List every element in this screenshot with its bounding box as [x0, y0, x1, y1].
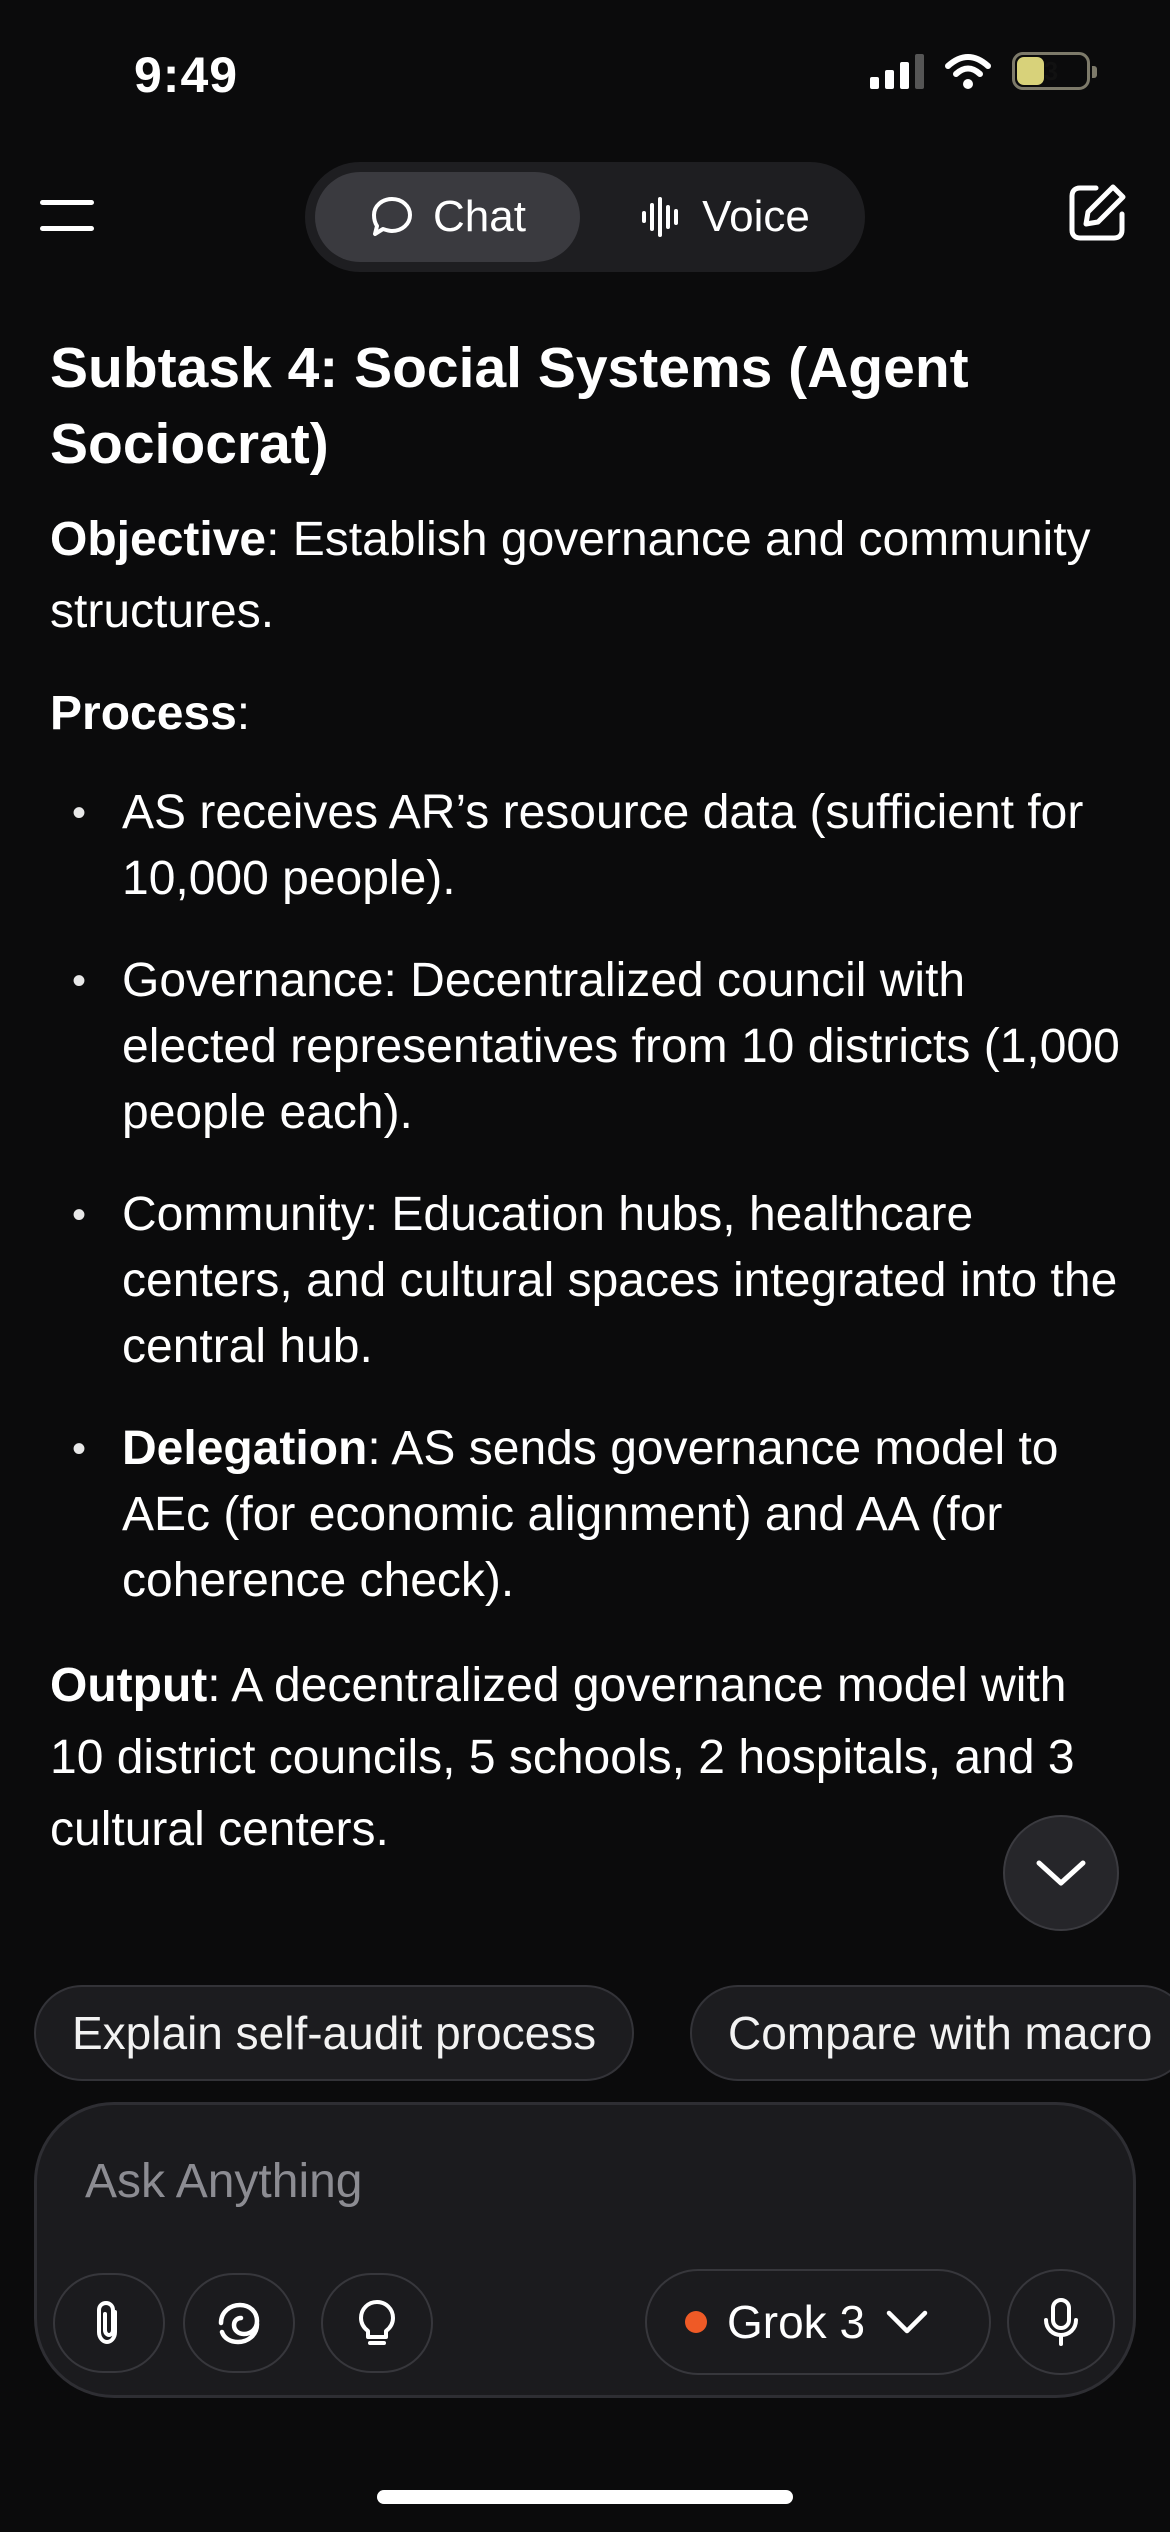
assistant-message: Subtask 4: Social Systems (Agent Sociocr… — [50, 330, 1125, 1896]
objective-text: : Establish governance and community str… — [50, 513, 1091, 638]
process-suffix: : — [236, 687, 251, 740]
home-indicator[interactable] — [377, 2490, 793, 2504]
wifi-icon — [945, 54, 991, 89]
menu-icon[interactable] — [40, 196, 96, 234]
suggestion-chips: Explain self-audit process Compare with … — [0, 1980, 1170, 2100]
section-title: Subtask 4: Social Systems (Agent Sociocr… — [50, 336, 969, 476]
voice-wave-icon — [642, 197, 679, 237]
tab-chat-label: Chat — [433, 192, 526, 241]
process-label: Process — [50, 687, 237, 740]
model-selector[interactable]: Grok 3 — [645, 2269, 991, 2375]
top-bar: Chat Voice — [0, 150, 1170, 285]
tab-chat[interactable]: Chat — [315, 172, 580, 262]
scroll-down-button[interactable] — [1003, 1815, 1119, 1931]
microphone-icon — [1044, 2298, 1078, 2346]
suggestion-chip-self-audit[interactable]: Explain self-audit process — [34, 1985, 635, 2081]
ask-input[interactable] — [83, 2145, 787, 2217]
chevron-down-icon — [886, 2310, 928, 2334]
output-paragraph: Output: A decentralized governance model… — [50, 1650, 1125, 1866]
output-text: : A decentralized governance model with … — [50, 1659, 1075, 1856]
mode-toggle: Chat Voice — [305, 162, 865, 272]
tab-voice-label: Voice — [702, 192, 810, 241]
list-item: AS receives AR’s resource data (sufficie… — [50, 780, 1125, 912]
cellular-signal-icon — [870, 53, 924, 89]
paperclip-icon — [97, 2300, 117, 2345]
list-item-text: Governance: Decentralized council with e… — [122, 954, 1120, 1139]
tab-voice[interactable]: Voice — [595, 172, 855, 262]
list-item: Community: Education hubs, healthcare ce… — [50, 1182, 1125, 1380]
microphone-button[interactable] — [1007, 2269, 1115, 2375]
output-label: Output — [50, 1659, 208, 1712]
model-status-dot — [685, 2311, 707, 2333]
process-paragraph: Process: — [50, 678, 1125, 750]
swirl-icon — [218, 2302, 260, 2345]
objective-label: Objective — [50, 513, 267, 566]
status-icons: 3 — [870, 52, 1097, 90]
think-button[interactable] — [321, 2273, 433, 2373]
list-item-text: Community: Education hubs, healthcare ce… — [122, 1188, 1118, 1373]
battery-level: 3 — [1043, 55, 1059, 86]
chat-bubble-icon — [372, 197, 413, 236]
suggestion-chip-compare[interactable]: Compare with macro — [690, 1985, 1170, 2081]
list-item: Governance: Decentralized council with e… — [50, 948, 1125, 1146]
model-label: Grok 3 — [727, 2296, 866, 2348]
composer: Grok 3 — [34, 2102, 1136, 2398]
battery-icon: 3 — [1012, 52, 1097, 90]
objective-paragraph: Objective: Establish governance and comm… — [50, 504, 1125, 648]
new-chat-icon[interactable] — [1064, 180, 1130, 246]
list-item: Delegation: AS sends governance model to… — [50, 1416, 1125, 1614]
list-item-text: AS receives AR’s resource data (sufficie… — [122, 786, 1084, 905]
attach-button[interactable] — [53, 2273, 165, 2373]
process-list: AS receives AR’s resource data (sufficie… — [50, 780, 1125, 1614]
status-bar: 9:49 3 — [0, 0, 1170, 150]
deepsearch-button[interactable] — [183, 2273, 295, 2373]
list-item-bold: Delegation — [122, 1422, 368, 1475]
list-item-text: : AS sends governance model to AEc (for … — [122, 1422, 1059, 1607]
status-time: 9:49 — [134, 47, 239, 103]
lightbulb-icon — [359, 2300, 395, 2345]
chevron-down-icon — [1036, 1860, 1086, 1886]
